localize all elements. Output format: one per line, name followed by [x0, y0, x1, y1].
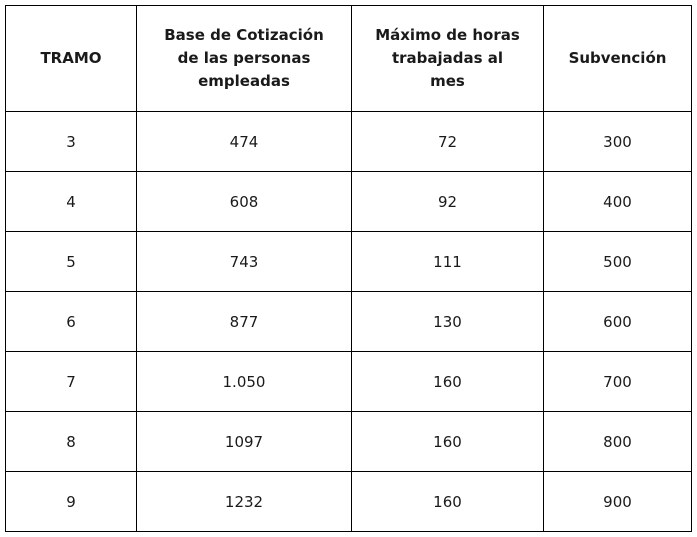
header-maximo-horas: Máximo de horas trabajadas al mes — [351, 5, 544, 112]
header-subvencion: Subvención — [543, 5, 692, 112]
cell-tramo: 5 — [5, 231, 137, 292]
table-header: TRAMO Base de Cotización de las personas… — [5, 5, 692, 112]
cell-base: 877 — [136, 291, 352, 352]
cell-base: 608 — [136, 171, 352, 232]
table-row: 5 743 111 500 — [5, 231, 692, 292]
cell-subvencion: 700 — [543, 351, 692, 412]
cell-base: 1.050 — [136, 351, 352, 412]
table-row: 4 608 92 400 — [5, 171, 692, 232]
header-tramo: TRAMO — [5, 5, 137, 112]
cell-base: 1232 — [136, 471, 352, 532]
header-base-line-1: Base de Cotización — [164, 26, 324, 44]
cell-tramo: 4 — [5, 171, 137, 232]
cell-subvencion: 300 — [543, 111, 692, 172]
cell-horas: 111 — [351, 231, 544, 292]
cell-subvencion: 500 — [543, 231, 692, 292]
table-row: 7 1.050 160 700 — [5, 351, 692, 412]
table-body: 3 474 72 300 4 608 92 400 5 743 111 500 … — [5, 111, 692, 532]
subsidy-table: TRAMO Base de Cotización de las personas… — [5, 5, 692, 532]
cell-tramo: 7 — [5, 351, 137, 412]
table-row: 6 877 130 600 — [5, 291, 692, 352]
header-subvencion-line: Subvención — [568, 49, 667, 67]
cell-subvencion: 800 — [543, 411, 692, 472]
cell-horas: 160 — [351, 351, 544, 412]
header-row: TRAMO Base de Cotización de las personas… — [5, 5, 692, 112]
cell-tramo: 8 — [5, 411, 137, 472]
cell-horas: 160 — [351, 411, 544, 472]
cell-base: 1097 — [136, 411, 352, 472]
cell-horas: 160 — [351, 471, 544, 532]
table-row: 3 474 72 300 — [5, 111, 692, 172]
cell-base: 743 — [136, 231, 352, 292]
cell-horas: 72 — [351, 111, 544, 172]
cell-subvencion: 400 — [543, 171, 692, 232]
header-horas-line-3: mes — [430, 72, 465, 90]
table-row: 8 1097 160 800 — [5, 411, 692, 472]
cell-tramo: 9 — [5, 471, 137, 532]
cell-base: 474 — [136, 111, 352, 172]
header-horas-line-2: trabajadas al — [391, 49, 504, 67]
header-base-line-2: de las personas — [177, 49, 311, 67]
cell-horas: 130 — [351, 291, 544, 352]
header-base-cotizacion: Base de Cotización de las personas emple… — [136, 5, 352, 112]
header-base-line-3: empleadas — [198, 72, 290, 90]
header-horas-line-1: Máximo de horas — [375, 26, 520, 44]
header-tramo-line: TRAMO — [40, 49, 102, 67]
cell-horas: 92 — [351, 171, 544, 232]
cell-subvencion: 900 — [543, 471, 692, 532]
cell-tramo: 3 — [5, 111, 137, 172]
cell-tramo: 6 — [5, 291, 137, 352]
cell-subvencion: 600 — [543, 291, 692, 352]
table-row: 9 1232 160 900 — [5, 471, 692, 532]
